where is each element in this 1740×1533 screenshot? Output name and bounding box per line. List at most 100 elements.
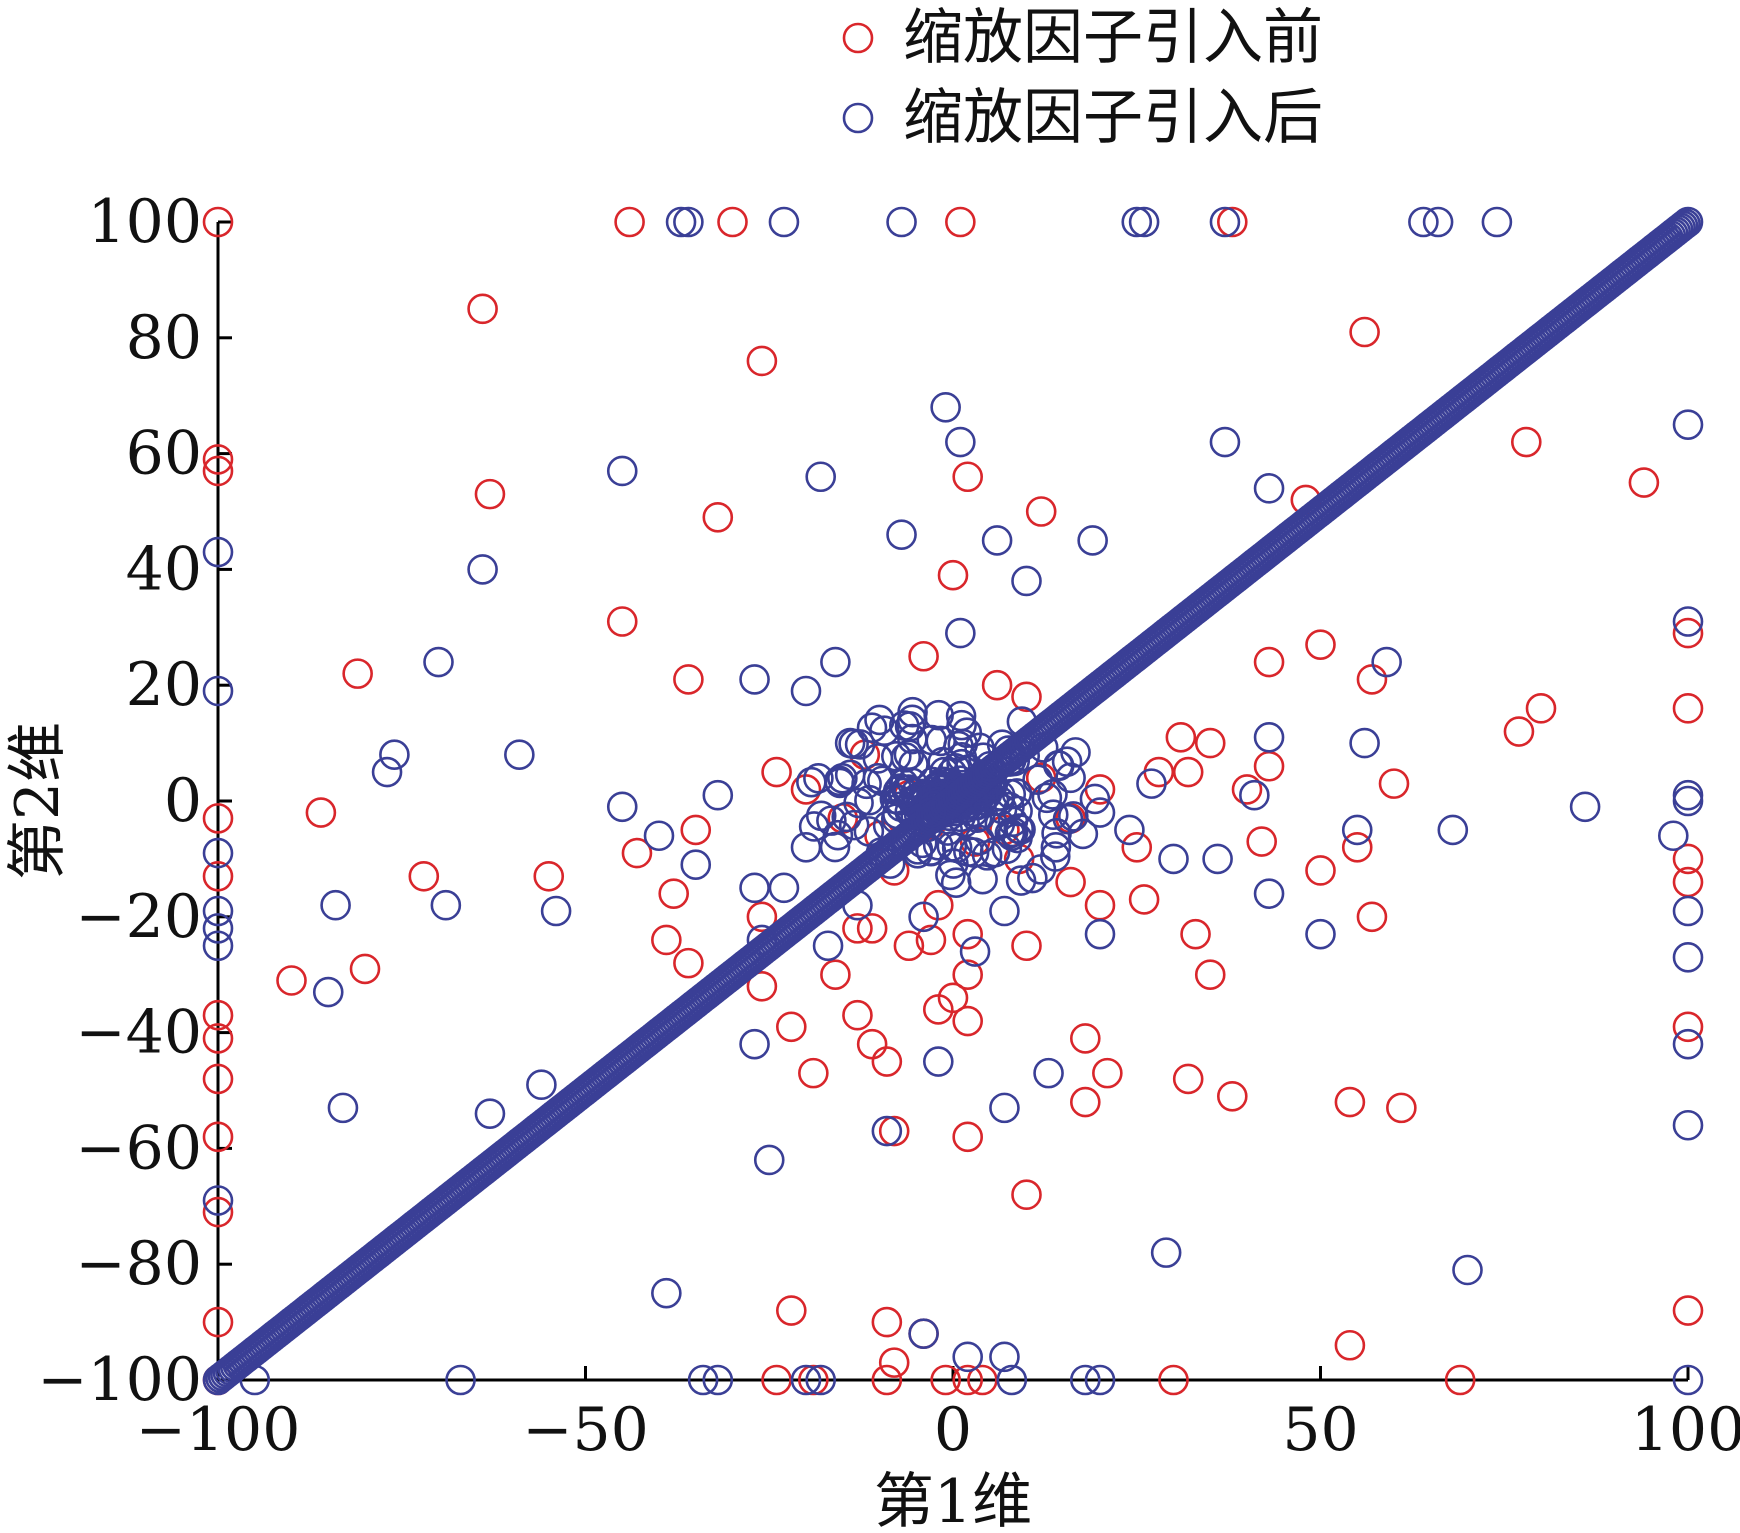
- data-point-after: [1481, 206, 1513, 238]
- y-tick-label: 80: [126, 303, 202, 373]
- data-point-after-cluster: [964, 824, 995, 856]
- y-tick-label: −100: [37, 1345, 202, 1415]
- data-point-before: [702, 501, 734, 533]
- data-point-before: [658, 878, 690, 909]
- y-tick-label: −80: [75, 1229, 202, 1299]
- data-point-after-cluster: [940, 867, 972, 898]
- data-point-after: [202, 536, 234, 568]
- data-point-before: [1092, 1057, 1123, 1089]
- data-point-after: [790, 832, 822, 863]
- data-point-before: [878, 1347, 910, 1378]
- data-point-before: [349, 953, 381, 985]
- data-point-after-cluster: [884, 784, 915, 816]
- data-point-before: [878, 1115, 910, 1147]
- data-point-after: [805, 461, 837, 493]
- data-point-before: [606, 606, 638, 637]
- data-point-after: [945, 617, 976, 649]
- data-point-before: [202, 1306, 234, 1338]
- data-point-after: [1672, 942, 1704, 973]
- x-tick-label: 100: [1631, 1395, 1740, 1465]
- data-point-before: [1055, 866, 1086, 898]
- data-point-before: [202, 1121, 234, 1153]
- data-point-after: [379, 739, 410, 770]
- data-point-after: [820, 646, 851, 678]
- data-point-before: [1378, 768, 1410, 799]
- data-point-after: [1672, 1109, 1704, 1141]
- data-point-before: [1172, 756, 1204, 788]
- data-point-before: [798, 1057, 829, 1089]
- data-point-after: [886, 206, 917, 238]
- data-point-before: [202, 1196, 234, 1228]
- data-point-after: [1070, 1364, 1101, 1396]
- data-point-after: [945, 426, 976, 458]
- data-point-after: [1121, 206, 1153, 238]
- legend-marker-after: [842, 102, 874, 134]
- data-point-after-cluster: [1017, 862, 1048, 894]
- data-point-before: [937, 559, 969, 591]
- data-point-after: [981, 525, 1013, 556]
- y-tick-label: −20: [75, 882, 202, 952]
- data-point-after: [1084, 797, 1116, 828]
- data-point-before: [981, 669, 1013, 701]
- data-point-before: [930, 1364, 961, 1396]
- y-tick-label: 0: [164, 766, 202, 836]
- data-point-after: [1658, 820, 1689, 852]
- data-point-before: [842, 999, 873, 1031]
- data-point-after: [1077, 525, 1108, 556]
- data-point-after-cluster: [838, 809, 870, 841]
- legend: 缩放因子引入前 缩放因子引入后: [842, 3, 1323, 153]
- data-point-before: [746, 970, 778, 1002]
- data-point-before: [937, 982, 969, 1014]
- data-point-after: [606, 455, 638, 487]
- data-point-before: [1503, 716, 1535, 747]
- data-point-after: [805, 1364, 837, 1396]
- data-point-before: [1011, 1179, 1042, 1211]
- data-point-after: [430, 889, 462, 921]
- data-point-after: [202, 675, 234, 707]
- data-point-before: [1217, 1080, 1248, 1112]
- data-point-after: [1253, 473, 1285, 504]
- data-point-after: [474, 1098, 506, 1129]
- data-point-after: [989, 1092, 1020, 1124]
- data-point-before: [798, 1364, 829, 1396]
- data-point-before: [952, 461, 984, 493]
- data-point-after: [445, 1364, 476, 1396]
- data-point-after: [908, 1318, 939, 1349]
- data-point-after: [1128, 206, 1160, 238]
- data-point-after: [1114, 814, 1145, 846]
- data-point-after: [753, 1144, 785, 1176]
- data-point-before: [842, 913, 873, 944]
- data-point-after: [526, 1069, 557, 1101]
- data-point-after-cluster: [843, 787, 874, 819]
- data-point-after: [790, 1364, 822, 1396]
- data-point-after-cluster: [824, 767, 856, 799]
- data-point-after: [1253, 878, 1285, 909]
- data-point-after: [922, 1046, 954, 1077]
- data-point-after: [1202, 843, 1233, 875]
- data-point-after: [320, 889, 351, 921]
- data-point-before: [1246, 826, 1277, 857]
- data-point-before: [202, 1023, 234, 1054]
- data-point-after: [1672, 1364, 1704, 1396]
- data-point-before: [871, 1364, 903, 1396]
- data-point-after: [1040, 832, 1072, 863]
- y-axis-title: 第2维: [3, 722, 73, 880]
- data-point-after: [886, 519, 917, 550]
- data-point-after: [1341, 814, 1373, 846]
- data-point-after: [1349, 727, 1380, 759]
- data-point-before: [1386, 1092, 1417, 1124]
- data-point-before: [1672, 1295, 1704, 1326]
- data-point-after: [996, 820, 1028, 852]
- data-point-after-cluster: [1051, 746, 1083, 777]
- data-point-after: [680, 849, 712, 880]
- x-tick-label: −50: [522, 1395, 649, 1465]
- data-point-before: [1231, 774, 1263, 805]
- data-point-after: [1452, 1254, 1483, 1286]
- data-point-after: [202, 930, 234, 962]
- data-point-before: [1628, 467, 1660, 498]
- data-point-before: [871, 1306, 903, 1338]
- data-point-after: [371, 756, 403, 788]
- data-point-after: [540, 895, 572, 927]
- data-point-after: [768, 206, 800, 238]
